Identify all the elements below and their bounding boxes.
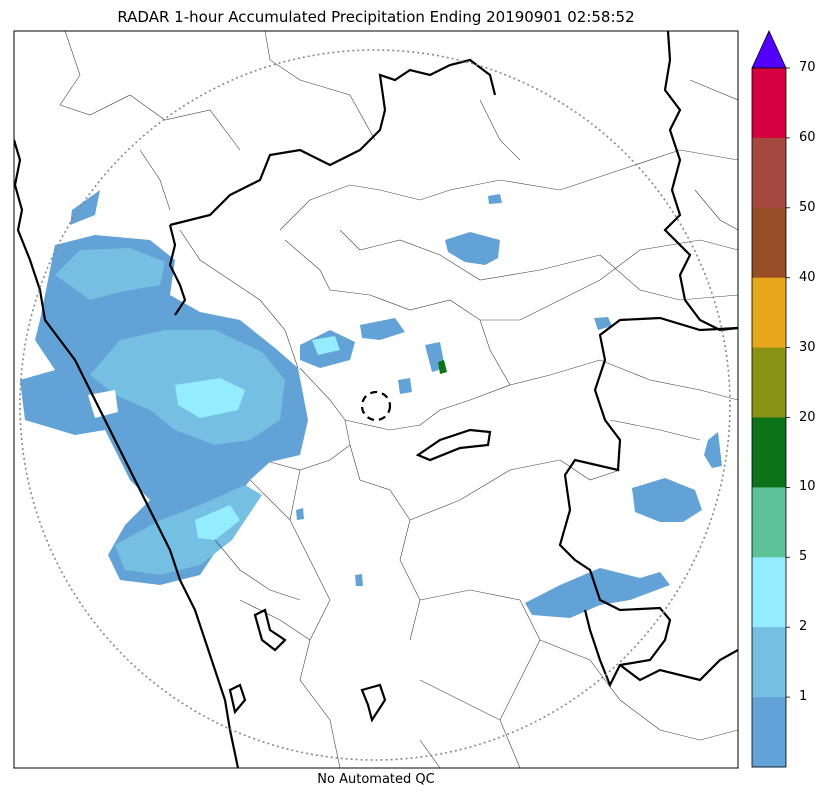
colorbar-tick-label: 10 (799, 479, 816, 495)
colorbar-tick-label: 5 (799, 549, 808, 565)
precipitation-field (20, 190, 722, 618)
colorbar-segment (752, 487, 786, 558)
colorbar-tick-label: 70 (799, 60, 816, 75)
map-title: RADAR 1-hour Accumulated Precipitation E… (117, 8, 635, 26)
colorbar (751, 30, 790, 768)
colorbar-segment (752, 68, 786, 139)
colorbar-tick-label: 50 (799, 199, 816, 215)
radar-site-marker (360, 390, 392, 422)
colorbar-tick-label: 2 (799, 619, 808, 635)
state-borders (14, 31, 738, 768)
map-frame (13, 30, 739, 769)
colorbar-segment (752, 277, 786, 349)
colorbar-segment (752, 207, 786, 279)
colorbar-segment (752, 627, 786, 698)
colorbar-tick-label: 1 (799, 689, 808, 705)
colorbar-segment (752, 347, 786, 418)
colorbar-tick-label: 20 (799, 409, 816, 425)
colorbar-tick-label: 60 (799, 129, 816, 145)
colorbar-extend-arrow (751, 30, 787, 69)
colorbar-segment (752, 557, 786, 628)
colorbar-tick-label: 30 (799, 339, 816, 355)
map-caption: No Automated QC (317, 772, 435, 787)
colorbar-tick-label: 40 (799, 269, 816, 285)
range-ring (19, 49, 731, 761)
district-boundaries (59, 31, 738, 768)
colorbar-segment (752, 697, 786, 768)
colorbar-segment (752, 137, 786, 209)
colorbar-segment (752, 417, 786, 488)
